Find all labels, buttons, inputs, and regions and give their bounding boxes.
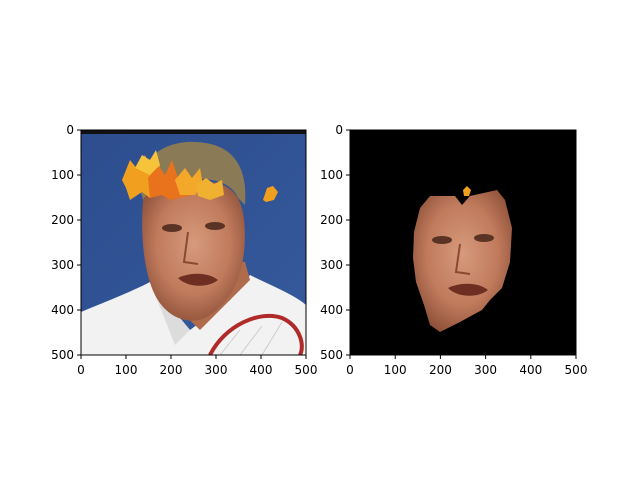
y-tick-label: 400	[51, 303, 74, 317]
left-image-panel	[81, 130, 306, 355]
face-mask-region	[413, 190, 512, 332]
right-image-panel	[350, 130, 576, 355]
left-axes-frame	[80, 129, 307, 356]
mask-nose	[454, 243, 471, 275]
single-leaf	[263, 186, 278, 202]
shirt	[81, 275, 306, 355]
face	[142, 181, 245, 321]
y-tick-label: 0	[66, 123, 74, 137]
mouth	[178, 273, 218, 286]
mask-mouth	[448, 283, 488, 296]
x-tick-label: 200	[160, 363, 183, 377]
x-tick-label: 400	[519, 363, 542, 377]
y-tick-label: 300	[320, 258, 343, 272]
nose	[182, 231, 199, 265]
x-tick-label: 200	[429, 363, 452, 377]
autumn-leaves	[122, 150, 278, 202]
x-tick-label: 400	[250, 363, 273, 377]
y-tick-label: 500	[320, 348, 343, 362]
y-tick-label: 500	[51, 348, 74, 362]
left-eye	[162, 224, 182, 232]
x-tick-label: 100	[115, 363, 138, 377]
y-tick-label: 400	[320, 303, 343, 317]
y-tick-label: 300	[51, 258, 74, 272]
x-tick-label: 300	[205, 363, 228, 377]
right-axes-frame	[349, 129, 577, 356]
mask-right-eye	[474, 234, 494, 242]
right-eye	[205, 222, 225, 230]
x-tick-label: 0	[346, 363, 354, 377]
y-tick-label: 0	[335, 123, 343, 137]
mask-left-eye	[432, 236, 452, 244]
photo-top-border	[81, 130, 306, 134]
mask-leaf-fragment	[463, 186, 471, 196]
y-tick-label: 200	[320, 213, 343, 227]
x-tick-label: 500	[565, 363, 588, 377]
racket	[208, 313, 304, 355]
x-tick-label: 100	[384, 363, 407, 377]
y-tick-label: 100	[320, 168, 343, 182]
y-tick-label: 200	[51, 213, 74, 227]
racket-strings	[219, 321, 283, 355]
x-tick-label: 500	[295, 363, 318, 377]
x-tick-label: 300	[474, 363, 497, 377]
x-tick-label: 0	[77, 363, 85, 377]
y-tick-label: 100	[51, 168, 74, 182]
hair	[140, 141, 246, 205]
